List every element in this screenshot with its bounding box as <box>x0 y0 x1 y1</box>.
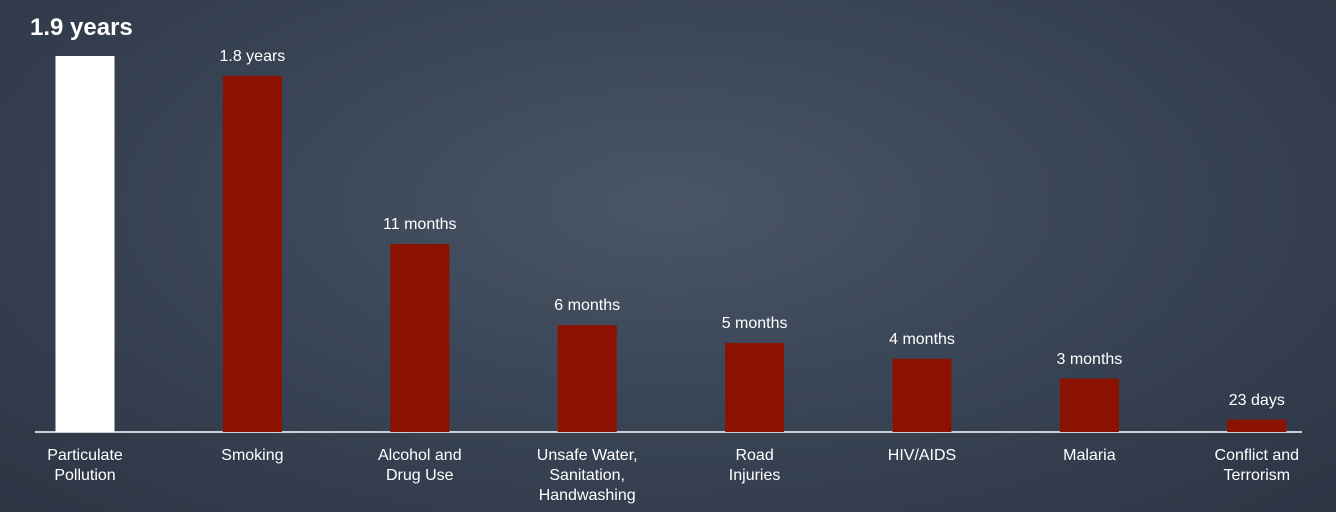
bar <box>222 75 282 432</box>
bar <box>390 244 450 432</box>
value-label: 23 days <box>1228 391 1285 409</box>
x-tick-label: Conflict and Terrorism <box>1214 447 1300 484</box>
bar <box>557 325 617 432</box>
value-label: 11 months <box>383 216 457 233</box>
bar <box>1059 378 1119 432</box>
value-label: 1.8 years <box>219 47 286 65</box>
x-tick-label: HIV/AIDS <box>887 447 957 464</box>
value-label: 3 months <box>1056 350 1123 368</box>
x-tick-label: Particulate Pollution <box>47 447 123 484</box>
x-tick-label: Malaria <box>1063 447 1116 464</box>
bar <box>1227 419 1287 432</box>
value-label: 4 months <box>889 330 955 348</box>
bar <box>725 342 785 432</box>
value-label: 1.9 years <box>30 14 133 41</box>
bar <box>55 56 115 432</box>
x-tick-label: Alcohol and Drug Use <box>377 447 462 484</box>
x-tick-label: Smoking <box>221 447 284 464</box>
value-label: 6 months <box>554 297 621 315</box>
value-label: 5 months <box>721 314 788 332</box>
bar <box>892 358 952 432</box>
x-tick-label: Unsafe Water, Sanitation, Handwashing <box>536 447 638 504</box>
x-tick-label: Road Injuries <box>728 447 781 484</box>
